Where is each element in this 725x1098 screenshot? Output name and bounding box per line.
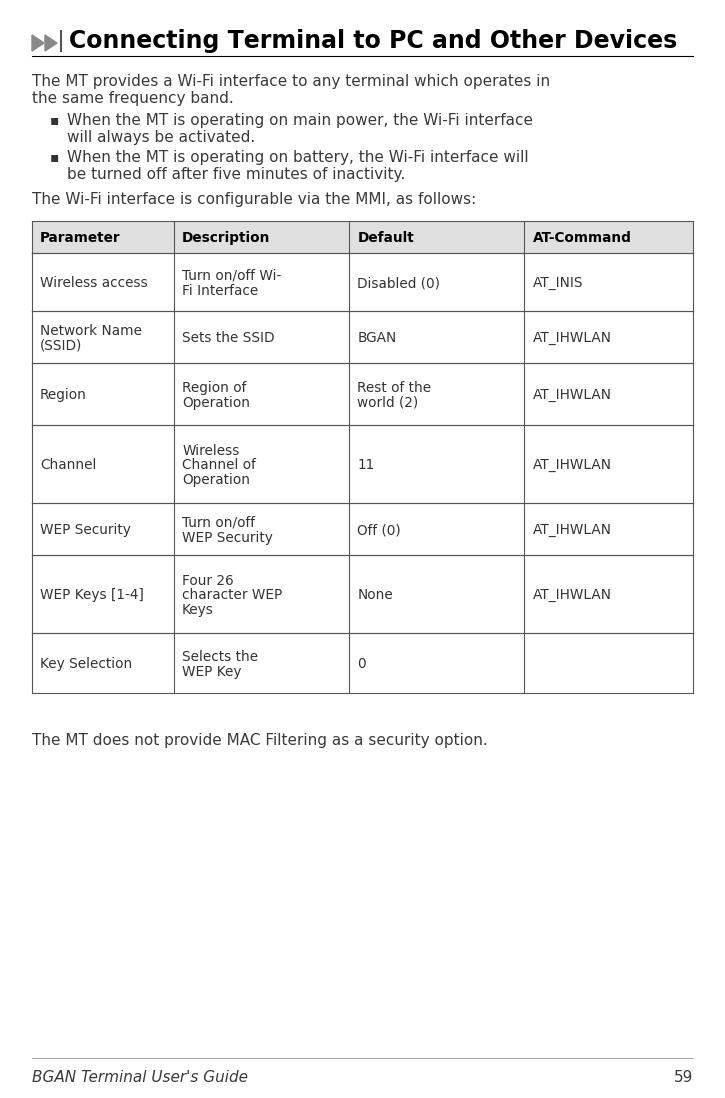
Text: BGAN Terminal User's Guide: BGAN Terminal User's Guide — [32, 1069, 248, 1085]
Text: Four 26: Four 26 — [182, 573, 233, 587]
Text: 59: 59 — [674, 1069, 693, 1085]
Text: AT_IHWLAN: AT_IHWLAN — [532, 389, 611, 402]
Text: (SSID): (SSID) — [40, 338, 83, 352]
Text: Selects the: Selects the — [182, 650, 258, 664]
Text: Description: Description — [182, 232, 270, 245]
Text: WEP Security: WEP Security — [40, 524, 131, 537]
Text: AT_IHWLAN: AT_IHWLAN — [532, 458, 611, 472]
Text: AT_IHWLAN: AT_IHWLAN — [532, 524, 611, 537]
Bar — [32, 503, 693, 556]
Text: character WEP: character WEP — [182, 589, 282, 603]
Text: WEP Key: WEP Key — [182, 664, 241, 679]
Text: WEP Security: WEP Security — [182, 530, 273, 545]
Text: Sets the SSID: Sets the SSID — [182, 332, 275, 345]
Text: AT_IHWLAN: AT_IHWLAN — [532, 589, 611, 603]
Text: Wireless access: Wireless access — [40, 277, 148, 290]
Polygon shape — [32, 35, 44, 51]
Text: Operation: Operation — [182, 473, 250, 488]
Text: Turn on/off Wi-: Turn on/off Wi- — [182, 269, 281, 283]
Bar — [32, 634, 693, 693]
Text: The MT does not provide MAC Filtering as a security option.: The MT does not provide MAC Filtering as… — [32, 733, 488, 748]
Text: 0: 0 — [357, 658, 366, 671]
Text: Parameter: Parameter — [40, 232, 120, 245]
Text: Fi Interface: Fi Interface — [182, 283, 258, 298]
Text: Region of: Region of — [182, 381, 246, 395]
Text: ▪: ▪ — [50, 113, 59, 127]
Text: WEP Keys [1-4]: WEP Keys [1-4] — [40, 589, 144, 603]
Text: the same frequency band.: the same frequency band. — [32, 91, 233, 107]
Text: When the MT is operating on battery, the Wi-Fi interface will: When the MT is operating on battery, the… — [67, 150, 529, 165]
Text: Key Selection: Key Selection — [40, 658, 132, 671]
Text: Turn on/off: Turn on/off — [182, 516, 255, 530]
Text: AT_INIS: AT_INIS — [532, 277, 583, 290]
Text: Network Name: Network Name — [40, 324, 142, 338]
Text: None: None — [357, 589, 393, 603]
Text: The Wi-Fi interface is configurable via the MMI, as follows:: The Wi-Fi interface is configurable via … — [32, 192, 476, 208]
Bar — [32, 425, 693, 503]
Bar — [32, 556, 693, 634]
Bar — [32, 311, 693, 363]
Text: The MT provides a Wi-Fi interface to any terminal which operates in: The MT provides a Wi-Fi interface to any… — [32, 74, 550, 89]
Text: When the MT is operating on main power, the Wi-Fi interface: When the MT is operating on main power, … — [67, 113, 533, 128]
Text: BGAN: BGAN — [357, 332, 397, 345]
Text: Default: Default — [357, 232, 414, 245]
Text: 11: 11 — [357, 458, 375, 472]
Bar — [32, 363, 693, 425]
Text: Region: Region — [40, 389, 87, 402]
Text: world (2): world (2) — [357, 395, 418, 410]
Text: will always be activated.: will always be activated. — [67, 130, 255, 145]
Text: be turned off after five minutes of inactivity.: be turned off after five minutes of inac… — [67, 167, 405, 182]
Text: Wireless: Wireless — [182, 444, 239, 458]
Text: Channel of: Channel of — [182, 458, 256, 472]
Text: C​onnecting T​erminal to PC and O​ther D​evices: C​onnecting T​erminal to PC and O​ther D… — [69, 29, 677, 53]
Text: Rest of the: Rest of the — [357, 381, 431, 395]
Text: ▪: ▪ — [50, 150, 59, 164]
Text: Keys: Keys — [182, 603, 214, 617]
Text: Channel: Channel — [40, 458, 96, 472]
Bar — [32, 221, 693, 254]
Text: AT_IHWLAN: AT_IHWLAN — [532, 332, 611, 345]
Text: AT-Command: AT-Command — [532, 232, 631, 245]
Text: Operation: Operation — [182, 395, 250, 410]
Text: Disabled (0): Disabled (0) — [357, 277, 440, 290]
Bar — [32, 254, 693, 311]
Text: Off (0): Off (0) — [357, 524, 401, 537]
Polygon shape — [45, 35, 57, 51]
